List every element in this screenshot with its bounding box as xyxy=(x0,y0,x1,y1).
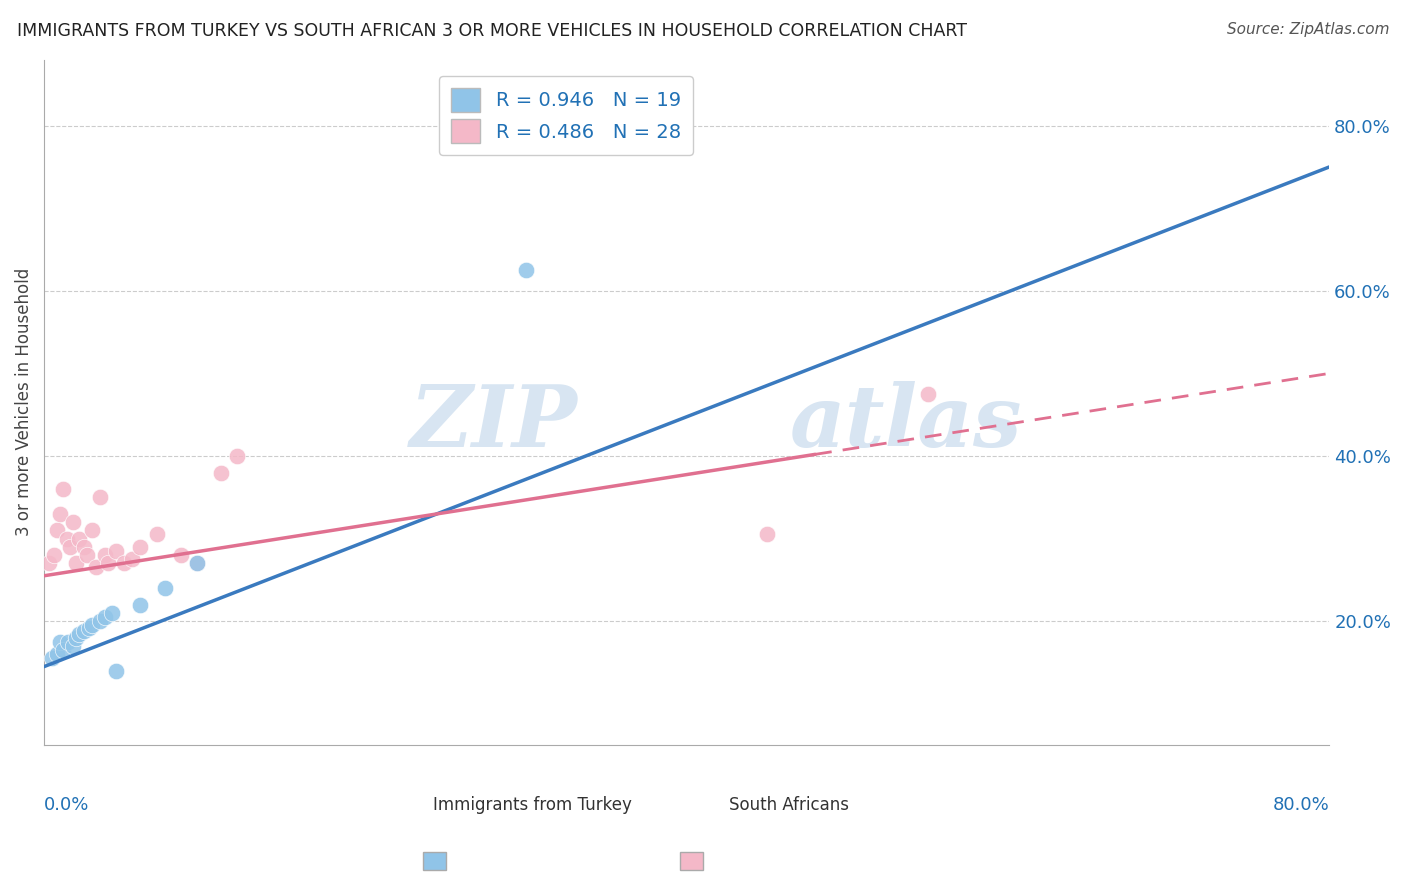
Point xyxy=(186,557,208,571)
Point xyxy=(46,524,69,538)
Point xyxy=(94,610,117,624)
Point xyxy=(89,491,111,505)
Point xyxy=(82,618,104,632)
Text: ZIP: ZIP xyxy=(409,381,578,465)
Point xyxy=(59,540,82,554)
Point xyxy=(69,532,91,546)
Point xyxy=(42,548,65,562)
Point xyxy=(89,614,111,628)
Text: Source: ZipAtlas.com: Source: ZipAtlas.com xyxy=(1226,22,1389,37)
Point xyxy=(225,449,247,463)
Text: 80.0%: 80.0% xyxy=(1272,797,1329,814)
Point xyxy=(62,515,84,529)
Point xyxy=(65,631,87,645)
Text: Immigrants from Turkey: Immigrants from Turkey xyxy=(433,797,631,814)
Point xyxy=(94,548,117,562)
Point xyxy=(209,466,232,480)
Text: IMMIGRANTS FROM TURKEY VS SOUTH AFRICAN 3 OR MORE VEHICLES IN HOUSEHOLD CORRELAT: IMMIGRANTS FROM TURKEY VS SOUTH AFRICAN … xyxy=(17,22,967,40)
Point xyxy=(84,560,107,574)
Point xyxy=(169,548,191,562)
Point xyxy=(73,540,96,554)
Point xyxy=(49,635,72,649)
Point xyxy=(52,482,75,496)
Point xyxy=(121,552,143,566)
Point xyxy=(55,532,77,546)
Point xyxy=(65,557,87,571)
Text: 0.0%: 0.0% xyxy=(44,797,90,814)
Point xyxy=(129,540,152,554)
Point xyxy=(114,557,136,571)
Point xyxy=(69,626,91,640)
Point xyxy=(153,581,176,595)
Legend: R = 0.946   N = 19, R = 0.486   N = 28: R = 0.946 N = 19, R = 0.486 N = 28 xyxy=(440,76,693,154)
Point xyxy=(73,624,96,638)
Point xyxy=(145,527,167,541)
Point xyxy=(100,606,122,620)
Point xyxy=(82,524,104,538)
Point xyxy=(756,527,779,541)
Point xyxy=(129,598,152,612)
Point xyxy=(49,507,72,521)
Point xyxy=(58,635,80,649)
Point xyxy=(77,621,100,635)
Point xyxy=(41,651,63,665)
Point xyxy=(38,557,60,571)
Point xyxy=(186,557,208,571)
Point xyxy=(917,387,939,401)
Text: South Africans: South Africans xyxy=(730,797,849,814)
Point xyxy=(76,548,98,562)
Point xyxy=(97,557,120,571)
Point xyxy=(515,263,537,277)
Text: atlas: atlas xyxy=(790,381,1022,465)
Point xyxy=(62,639,84,653)
Y-axis label: 3 or more Vehicles in Household: 3 or more Vehicles in Household xyxy=(15,268,32,536)
Point xyxy=(46,647,69,661)
Point xyxy=(52,643,75,657)
Point xyxy=(105,664,128,678)
Point xyxy=(105,544,128,558)
